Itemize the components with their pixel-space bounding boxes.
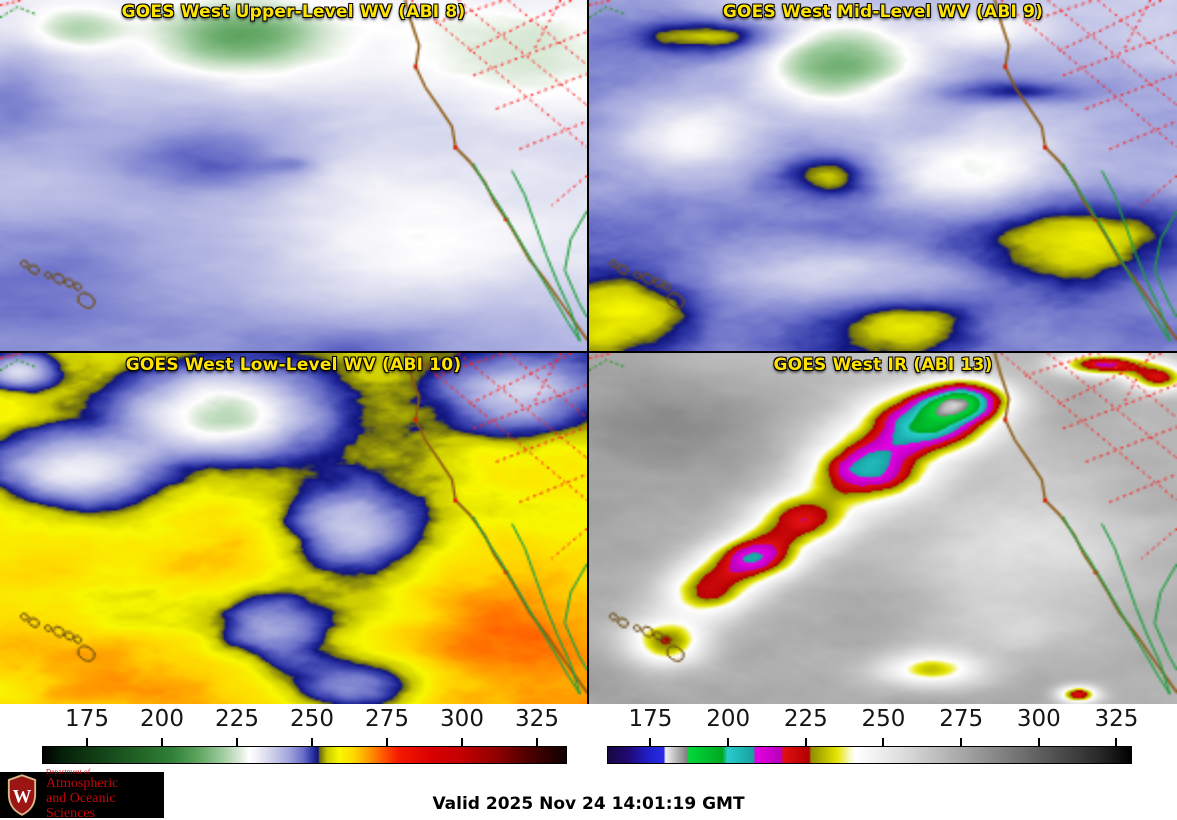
- mid-level-wv-image: [589, 0, 1177, 351]
- colorbar-tick-label: 200: [140, 706, 184, 732]
- panel-upper-level-wv: GOES West Upper-Level WV (ABI 8): [0, 0, 587, 351]
- colorbar-tick-mark: [461, 738, 463, 746]
- colorbar-tick-mark: [236, 738, 238, 746]
- colorbar-tick-label: 300: [440, 706, 484, 732]
- ir-image: [589, 353, 1177, 704]
- colorbar-tick-label: 300: [1016, 706, 1061, 732]
- panel-ir: GOES West IR (ABI 13): [589, 353, 1177, 704]
- colorbar-tick-label: 325: [1094, 706, 1139, 732]
- colorbar-tick-label: 175: [628, 706, 673, 732]
- low-level-wv-image: [0, 353, 587, 704]
- colorbar-tick-label: 250: [861, 706, 906, 732]
- logo-atmospheric: Atmospheric: [46, 776, 119, 792]
- aos-logo: W Department of Atmospheric and Oceanic …: [0, 767, 164, 820]
- colorbar-tick-label: 225: [215, 706, 259, 732]
- panel-title-mid-level-wv: GOES West Mid-Level WV (ABI 9): [722, 2, 1044, 22]
- uw-crest-icon: W: [7, 774, 37, 816]
- ir-colorbar: 175 200 225 250 275 300 325: [607, 704, 1138, 770]
- upper-level-wv-image: [0, 0, 587, 351]
- colorbar-strip: 175 200 225 250 275 300 325 175 200 225 250 275 300…: [0, 704, 1177, 770]
- colorbar-tick-mark: [882, 738, 885, 746]
- colorbar-tick-label: 200: [706, 706, 751, 732]
- wv-colorbar-gradient: [42, 746, 567, 764]
- panel-low-level-wv: GOES West Low-Level WV (ABI 10): [0, 353, 587, 704]
- colorbar-tick-mark: [161, 738, 163, 746]
- panel-mid-level-wv: GOES West Mid-Level WV (ABI 9): [589, 0, 1177, 351]
- colorbar-tick-mark: [727, 738, 730, 746]
- colorbar-tick-mark: [86, 738, 88, 746]
- panel-title-ir: GOES West IR (ABI 13): [773, 355, 993, 375]
- valid-timestamp: Valid 2025 Nov 24 14:01:19 GMT: [432, 794, 745, 814]
- colorbar-tick-mark: [1115, 738, 1118, 746]
- colorbar-tick-mark: [804, 738, 807, 746]
- colorbar-tick-label: 175: [65, 706, 109, 732]
- panel-grid: GOES West Upper-Level WV (ABI 8) GOES We…: [0, 0, 1177, 704]
- colorbar-tick-mark: [1037, 738, 1040, 746]
- colorbar-tick-label: 325: [515, 706, 559, 732]
- colorbar-tick-label: 225: [783, 706, 828, 732]
- colorbar-tick-mark: [960, 738, 963, 746]
- colorbar-tick-label: 250: [290, 706, 334, 732]
- colorbar-tick-mark: [536, 738, 538, 746]
- panel-title-low-level-wv: GOES West Low-Level WV (ABI 10): [125, 355, 462, 375]
- aos-logo-text: Department of Atmospheric and Oceanic Sc…: [46, 767, 164, 820]
- panel-title-upper-level-wv: GOES West Upper-Level WV (ABI 8): [121, 2, 466, 22]
- logo-department-of: Department of: [46, 767, 91, 776]
- colorbar-tick-mark: [649, 738, 652, 746]
- logo-oceanic-sciences: and Oceanic Sciences: [46, 791, 116, 820]
- colorbar-tick-mark: [311, 738, 313, 746]
- footer: W Department of Atmospheric and Oceanic …: [0, 767, 1177, 820]
- wv-colorbar: 175 200 225 250 275 300 325: [42, 704, 567, 770]
- svg-text:W: W: [13, 787, 32, 808]
- colorbar-tick-label: 275: [939, 706, 984, 732]
- ir-colorbar-gradient: [607, 746, 1132, 764]
- colorbar-tick-label: 275: [365, 706, 409, 732]
- colorbar-tick-mark: [386, 738, 388, 746]
